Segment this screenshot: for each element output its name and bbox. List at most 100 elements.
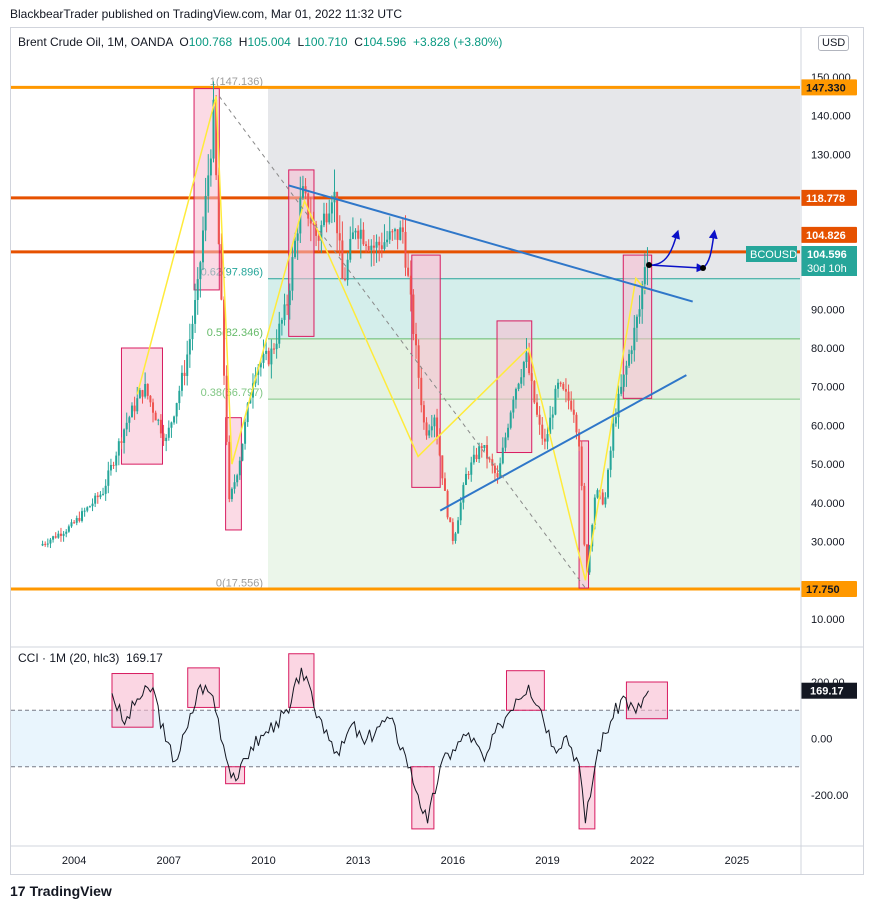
- trendline-resistance[interactable]: [288, 184, 693, 303]
- price-tag-17: 17.750: [806, 584, 840, 596]
- candle-body: [409, 275, 412, 295]
- candle-body: [167, 427, 170, 438]
- candle-body: [457, 520, 460, 534]
- fib-zone-top: [268, 88, 800, 279]
- candle-body: [575, 414, 578, 433]
- cci-highlight-box[interactable]: [411, 766, 435, 830]
- low-value: 100.710: [304, 35, 348, 49]
- time-tick-label: 2016: [441, 855, 465, 867]
- cci-highlight-box[interactable]: [225, 766, 246, 785]
- candle-body: [70, 522, 73, 527]
- candle-body: [238, 460, 241, 476]
- candle-body: [422, 405, 425, 423]
- candle-body: [73, 522, 76, 524]
- candle-body: [244, 422, 247, 444]
- change-value: +3.828 (+3.80%): [413, 35, 503, 49]
- candle-body: [391, 231, 394, 233]
- candle-body: [430, 426, 433, 431]
- candle-body: [501, 447, 504, 464]
- candle-body: [438, 437, 441, 456]
- candle-body: [451, 522, 454, 541]
- candle-body: [478, 446, 481, 460]
- candle-body: [59, 533, 62, 536]
- cci-highlight-box[interactable]: [578, 766, 596, 830]
- candle-body: [622, 374, 625, 387]
- cci-highlight-box[interactable]: [187, 667, 220, 708]
- candle-body: [212, 99, 215, 159]
- candle-body: [354, 230, 357, 233]
- projection-arrow-flat[interactable]: [648, 263, 706, 273]
- candle-body: [372, 245, 375, 248]
- zigzag-line[interactable]: [136, 96, 646, 581]
- time-tick-label: 2007: [157, 855, 181, 867]
- candle-body: [483, 445, 486, 448]
- candle-body: [346, 259, 349, 281]
- candle-body: [446, 490, 449, 518]
- candle-body: [44, 543, 47, 545]
- candle-body: [351, 232, 354, 239]
- open-value: 100.768: [188, 35, 233, 49]
- currency-button[interactable]: USD: [818, 35, 850, 51]
- candle-body: [388, 231, 391, 240]
- cci-highlight-box[interactable]: [505, 670, 545, 711]
- candle-body: [443, 478, 446, 491]
- candle-body: [585, 544, 588, 573]
- candle-body: [375, 241, 378, 248]
- cci-highlight-box[interactable]: [111, 673, 154, 728]
- candle-body: [609, 450, 612, 470]
- candle-body: [291, 257, 294, 291]
- candle-body: [551, 414, 554, 418]
- symbol-tag: BCOUSD: [750, 249, 797, 261]
- tradingview-logo[interactable]: 17 TradingView: [10, 883, 112, 899]
- trendline-support[interactable]: [439, 374, 687, 512]
- candle-body: [567, 391, 570, 401]
- candle-body: [436, 417, 439, 438]
- fib-label-f05: 0.5(82.346): [207, 327, 263, 339]
- candle-body: [572, 409, 575, 415]
- candle-body: [578, 432, 581, 447]
- price-highlight-box[interactable]: [288, 169, 315, 337]
- candle-body: [201, 230, 204, 263]
- candle-body: [41, 543, 44, 546]
- candle-body: [233, 482, 236, 489]
- fib-label-f038: 0.38(66.797): [201, 387, 263, 399]
- price-tick-label: 60.000: [811, 420, 845, 432]
- cci-name[interactable]: CCI: [18, 651, 39, 665]
- candle-body: [104, 485, 107, 494]
- candle-body: [601, 492, 604, 505]
- cci-line[interactable]: [111, 667, 649, 824]
- symbol-name[interactable]: Brent Crude Oil, 1M, OANDA: [18, 35, 173, 49]
- candle-body: [486, 445, 489, 459]
- candle-body: [162, 433, 165, 442]
- price-highlight-box[interactable]: [496, 320, 533, 454]
- price-highlight-box[interactable]: [120, 347, 163, 465]
- candle-body: [583, 485, 586, 545]
- candle-body: [83, 510, 86, 512]
- candle-body: [367, 246, 370, 250]
- candle-body: [225, 375, 228, 442]
- candle-body: [596, 490, 599, 498]
- cci-highlight-box[interactable]: [288, 653, 315, 708]
- candle-body: [236, 475, 239, 483]
- candle-body: [99, 494, 102, 498]
- candle-body: [536, 402, 538, 415]
- candle-body: [514, 388, 517, 400]
- high-value: 105.004: [247, 35, 291, 49]
- candle-body: [86, 507, 89, 511]
- price-tag-104: 104.826: [806, 230, 846, 242]
- candle-body: [204, 195, 207, 231]
- candle-body: [259, 362, 262, 368]
- candle-body: [157, 419, 160, 421]
- trendline-dashed[interactable]: [218, 96, 586, 589]
- candle-body: [125, 422, 128, 430]
- candle-body: [472, 454, 475, 463]
- candle-body: [449, 517, 452, 523]
- price-tick-label: 90.000: [811, 304, 845, 316]
- price-highlight-box[interactable]: [193, 88, 220, 291]
- fib-zone-038: [268, 399, 800, 590]
- candle-body: [512, 399, 515, 413]
- price-tick-label: 10.000: [811, 614, 845, 626]
- cci-highlight-box[interactable]: [625, 681, 668, 720]
- candle-body: [593, 497, 596, 525]
